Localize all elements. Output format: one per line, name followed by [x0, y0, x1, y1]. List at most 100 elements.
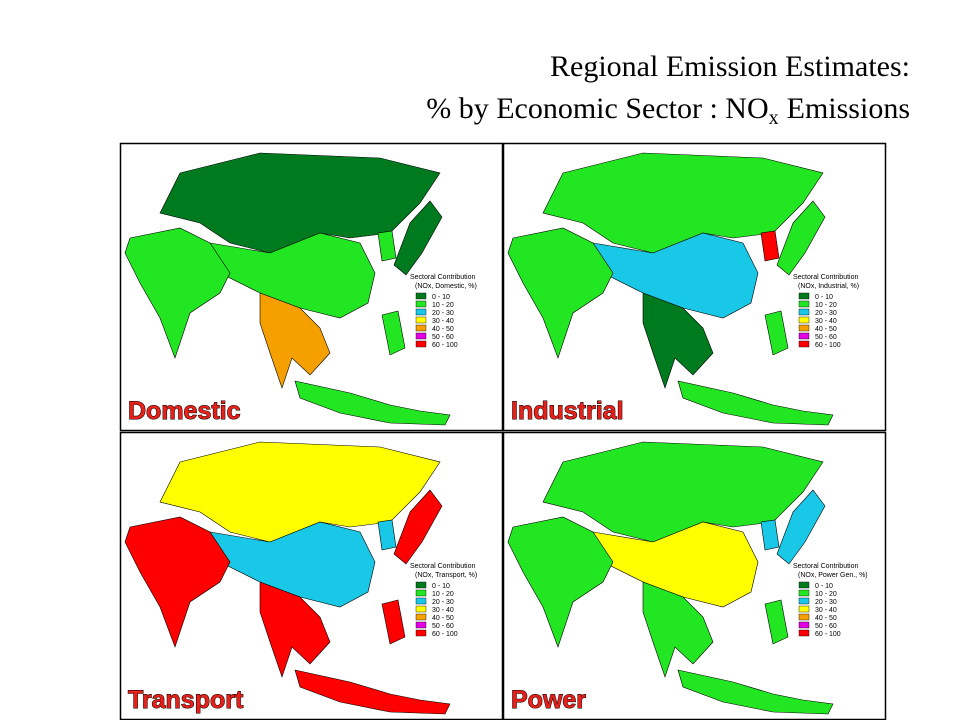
legend-label: 30 - 40 — [815, 318, 837, 325]
map-region — [294, 669, 451, 715]
legend-label: 0 - 10 — [432, 583, 450, 590]
legend-label: 0 - 10 — [815, 583, 833, 590]
map-region — [124, 227, 231, 359]
title-subscript: x — [769, 107, 779, 129]
panel-label: Industrial — [511, 397, 624, 425]
map-region — [124, 516, 231, 648]
map-region — [764, 599, 789, 645]
map-region — [760, 519, 780, 551]
map-region — [776, 489, 826, 565]
title-line2: % by Economic Sector : NOx Emissions — [426, 92, 910, 129]
legend-swatch — [415, 292, 427, 300]
legend-swatch — [415, 621, 427, 629]
legend-swatch — [798, 613, 810, 621]
map-panel: Sectoral Contribution (NOx, Transport, %)… — [119, 431, 504, 720]
title-suffix: Emissions — [787, 92, 910, 125]
panel-label: Transport — [128, 686, 244, 714]
map-region — [377, 230, 397, 262]
map-panel: Sectoral Contribution (NOx, Industrial, %… — [502, 142, 887, 432]
legend-label: 40 - 50 — [432, 326, 454, 333]
map-region — [259, 292, 331, 389]
legend-subtitle: (NOx, Power Gen., %) — [798, 572, 868, 579]
legend-label: 40 - 50 — [815, 326, 837, 333]
legend-swatch — [415, 332, 427, 340]
map-region — [381, 599, 406, 645]
legend-swatch — [415, 340, 427, 348]
legend-swatch — [798, 324, 810, 332]
map-region — [642, 581, 714, 678]
legend-swatch — [415, 605, 427, 613]
legend-swatch — [415, 581, 427, 589]
map-region — [209, 232, 376, 319]
map-region — [542, 152, 824, 254]
legend-swatch — [798, 332, 810, 340]
legend-swatch — [415, 316, 427, 324]
legend-title: Sectoral Contribution — [410, 563, 475, 570]
legend-swatch — [798, 605, 810, 613]
legend-label: 60 - 100 — [815, 342, 841, 349]
map-region — [764, 310, 789, 356]
legend-label: 30 - 40 — [432, 607, 454, 614]
legend-swatch — [798, 340, 810, 348]
map-region — [760, 230, 780, 262]
legend-label: 20 - 30 — [432, 310, 454, 317]
map-region — [592, 521, 759, 608]
legend-label: 20 - 30 — [432, 599, 454, 606]
legend-swatch — [798, 300, 810, 308]
map-region — [507, 227, 614, 359]
legend-label: 20 - 30 — [815, 599, 837, 606]
legend-swatch — [798, 597, 810, 605]
legend-title: Sectoral Contribution — [410, 274, 475, 281]
map-region — [294, 380, 451, 426]
legend-label: 40 - 50 — [432, 615, 454, 622]
panel-label: Power — [511, 686, 586, 714]
legend-swatch — [798, 316, 810, 324]
map-region — [159, 152, 441, 254]
panel-label: Domestic — [128, 397, 241, 425]
map-region — [209, 521, 376, 608]
legend-subtitle: (NOx, Transport, %) — [415, 572, 477, 579]
map-region — [259, 581, 331, 678]
legend-swatch — [415, 308, 427, 316]
map-region — [592, 232, 759, 319]
legend-swatch — [415, 300, 427, 308]
title-text: % by Economic Sector : NO — [426, 92, 768, 125]
map-region — [776, 200, 826, 276]
legend-label: 60 - 100 — [432, 342, 458, 349]
map-region — [507, 516, 614, 648]
legend-label: 10 - 20 — [815, 591, 837, 598]
map-region — [642, 292, 714, 389]
legend-label: 0 - 10 — [815, 294, 833, 301]
legend-swatch — [798, 629, 810, 637]
legend-label: 0 - 10 — [432, 294, 450, 301]
legend-label: 10 - 20 — [432, 302, 454, 309]
map-region — [542, 441, 824, 543]
map-region — [677, 669, 834, 715]
legend-swatch — [798, 292, 810, 300]
legend-swatch — [415, 324, 427, 332]
legend-title: Sectoral Contribution — [793, 563, 858, 570]
legend-label: 40 - 50 — [815, 615, 837, 622]
legend-label: 10 - 20 — [432, 591, 454, 598]
legend-label: 50 - 60 — [815, 334, 837, 341]
legend-subtitle: (NOx, Industrial, %) — [798, 283, 859, 290]
legend-label: 60 - 100 — [432, 631, 458, 638]
map-region — [393, 489, 443, 565]
legend-swatch — [415, 597, 427, 605]
legend-swatch — [798, 621, 810, 629]
legend-label: 50 - 60 — [815, 623, 837, 630]
map-region — [381, 310, 406, 356]
legend-swatch — [415, 629, 427, 637]
map-region — [159, 441, 441, 543]
legend-label: 10 - 20 — [815, 302, 837, 309]
map-region — [677, 380, 834, 426]
legend-label: 50 - 60 — [432, 334, 454, 341]
legend-label: 30 - 40 — [432, 318, 454, 325]
map-panel: Sectoral Contribution (NOx, Power Gen., %… — [502, 431, 887, 720]
map-panel: Sectoral Contribution (NOx, Domestic, %) 0… — [119, 142, 504, 432]
legend-swatch — [798, 589, 810, 597]
title-line1: Regional Emission Estimates: — [550, 50, 910, 83]
legend-swatch — [415, 589, 427, 597]
legend-subtitle: (NOx, Domestic, %) — [415, 283, 477, 290]
